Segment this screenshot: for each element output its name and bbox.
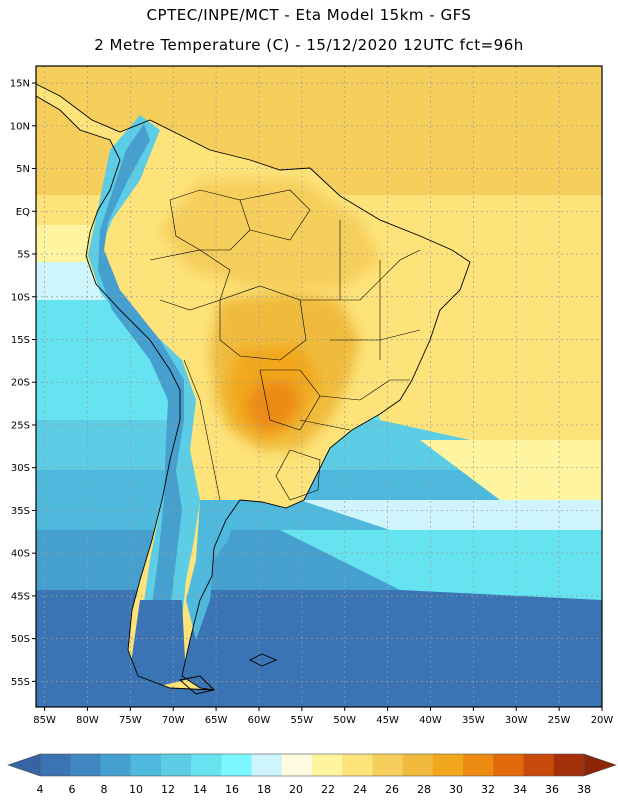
coastlines xyxy=(36,83,471,695)
colorbar-label: 28 xyxy=(417,783,431,796)
colorbar-label: 32 xyxy=(481,783,495,796)
colorbar-label: 26 xyxy=(385,783,399,796)
lat-label: 50S xyxy=(11,634,30,645)
border-bolivia xyxy=(219,285,307,361)
colorbar-label: 20 xyxy=(289,783,303,796)
lat-label: 5S xyxy=(17,250,30,261)
colorbar-label: 14 xyxy=(193,783,207,796)
patagonia-cold xyxy=(130,600,186,688)
band-south xyxy=(36,590,602,707)
colorbar: 4 6 8 10 12 14 16 18 20 22 24 26 28 30 32 34 36 38 xyxy=(7,753,617,796)
latitude-labels: 15N 10N 5N EQ 5S 10S 15S 20S 25S 30S 35S 40S 45S 50S 5… xyxy=(10,79,36,688)
title-line-2: 2 Metre Temperature (C) - 15/12/2020 12U… xyxy=(94,36,524,54)
colorbar-swatch xyxy=(342,754,373,776)
colorbar-label: 18 xyxy=(257,783,271,796)
colorbar-swatch xyxy=(40,754,71,776)
colorbar-swatch xyxy=(130,754,162,776)
patagonia-east xyxy=(186,500,240,640)
lon-label: 80W xyxy=(76,715,99,726)
colorbar-swatch xyxy=(191,754,222,776)
colorbar-swatch xyxy=(463,754,494,776)
colorbar-label: 12 xyxy=(161,783,175,796)
longitude-labels: 85W 80W 75W 70W 65W 60W 55W 50W 45W 40W 35W 30W 25W 2… xyxy=(33,707,613,726)
lon-label: 30W xyxy=(505,715,528,726)
colorbar-swatch xyxy=(402,754,434,776)
lat-label: 10N xyxy=(10,121,30,132)
graticule xyxy=(36,66,603,707)
colorbar-swatch xyxy=(493,754,525,776)
lat-label: 10S xyxy=(11,292,30,303)
tierra-del-fuego xyxy=(179,675,215,695)
lon-label: 65W xyxy=(205,715,228,726)
colorbar-swatch xyxy=(523,754,555,776)
colorbar-swatch xyxy=(553,754,585,776)
hottest-core xyxy=(246,380,300,430)
lon-label: 25W xyxy=(548,715,571,726)
country-borders xyxy=(149,189,421,501)
colorbar-label: 24 xyxy=(353,783,367,796)
colorbar-label: 6 xyxy=(69,783,76,796)
colorbar-underflow xyxy=(7,753,41,777)
lat-label: 45S xyxy=(11,591,30,602)
colorbar-swatch xyxy=(312,754,343,776)
lon-label: 50W xyxy=(333,715,356,726)
colorbar-border xyxy=(39,753,585,777)
lat-label: 15N xyxy=(10,79,30,90)
lon-label: 75W xyxy=(119,715,142,726)
colorbar-label: 38 xyxy=(577,783,591,796)
colorbar-label: 16 xyxy=(225,783,239,796)
lon-label: 20W xyxy=(591,715,614,726)
colorbar-label: 4 xyxy=(37,783,44,796)
border-venezuela xyxy=(239,189,311,241)
lat-label: 25S xyxy=(11,420,30,431)
lon-label: 45W xyxy=(376,715,399,726)
lon-label: 35W xyxy=(462,715,485,726)
continent-outline xyxy=(36,83,471,691)
colorbar-overflow xyxy=(583,753,617,777)
andes-colder xyxy=(98,124,184,670)
border-uruguay xyxy=(275,449,321,501)
colorbar-swatch xyxy=(251,754,283,776)
border-peru xyxy=(149,249,231,311)
colorbar-label: 10 xyxy=(129,783,143,796)
colorbar-label: 30 xyxy=(449,783,463,796)
map-frame xyxy=(35,65,603,708)
colorbar-label: 36 xyxy=(545,783,559,796)
lat-label: 15S xyxy=(11,335,30,346)
temperature-field xyxy=(36,66,602,707)
border-paraguay xyxy=(259,369,321,431)
colorbar-label: 22 xyxy=(321,783,335,796)
lon-label: 85W xyxy=(33,715,56,726)
atlantic-cooler xyxy=(280,530,602,600)
lon-label: 40W xyxy=(419,715,442,726)
lat-label: 30S xyxy=(11,463,30,474)
falklands xyxy=(248,653,278,667)
colorbar-swatch xyxy=(100,754,132,776)
lat-label: 5N xyxy=(16,164,30,175)
border-brazil-states-6 xyxy=(299,419,351,431)
lat-label: 20S xyxy=(11,378,30,389)
title-line-1: CPTEC/INPE/MCT - Eta Model 15km - GFS xyxy=(146,6,472,24)
border-colombia xyxy=(169,189,251,251)
lon-label: 55W xyxy=(291,715,314,726)
colorbar-swatch xyxy=(160,754,192,776)
colorbar-label: 8 xyxy=(101,783,108,796)
lat-label: 55S xyxy=(11,677,30,688)
lat-label: 40S xyxy=(11,549,30,560)
colorbar-swatch xyxy=(372,754,404,776)
border-brazil-states-3 xyxy=(319,379,410,401)
colorbar-swatch xyxy=(281,754,313,776)
atlantic-mild xyxy=(420,440,602,510)
lon-label: 60W xyxy=(248,715,271,726)
colorbar-swatch xyxy=(432,754,464,776)
colorbar-label: 34 xyxy=(513,783,527,796)
colorbar-swatch xyxy=(70,754,101,776)
lon-label: 70W xyxy=(162,715,185,726)
border-chile-argentina xyxy=(183,359,221,501)
lat-label: 35S xyxy=(11,506,30,517)
colorbar-swatch xyxy=(221,754,253,776)
lat-label: EQ xyxy=(16,207,30,218)
